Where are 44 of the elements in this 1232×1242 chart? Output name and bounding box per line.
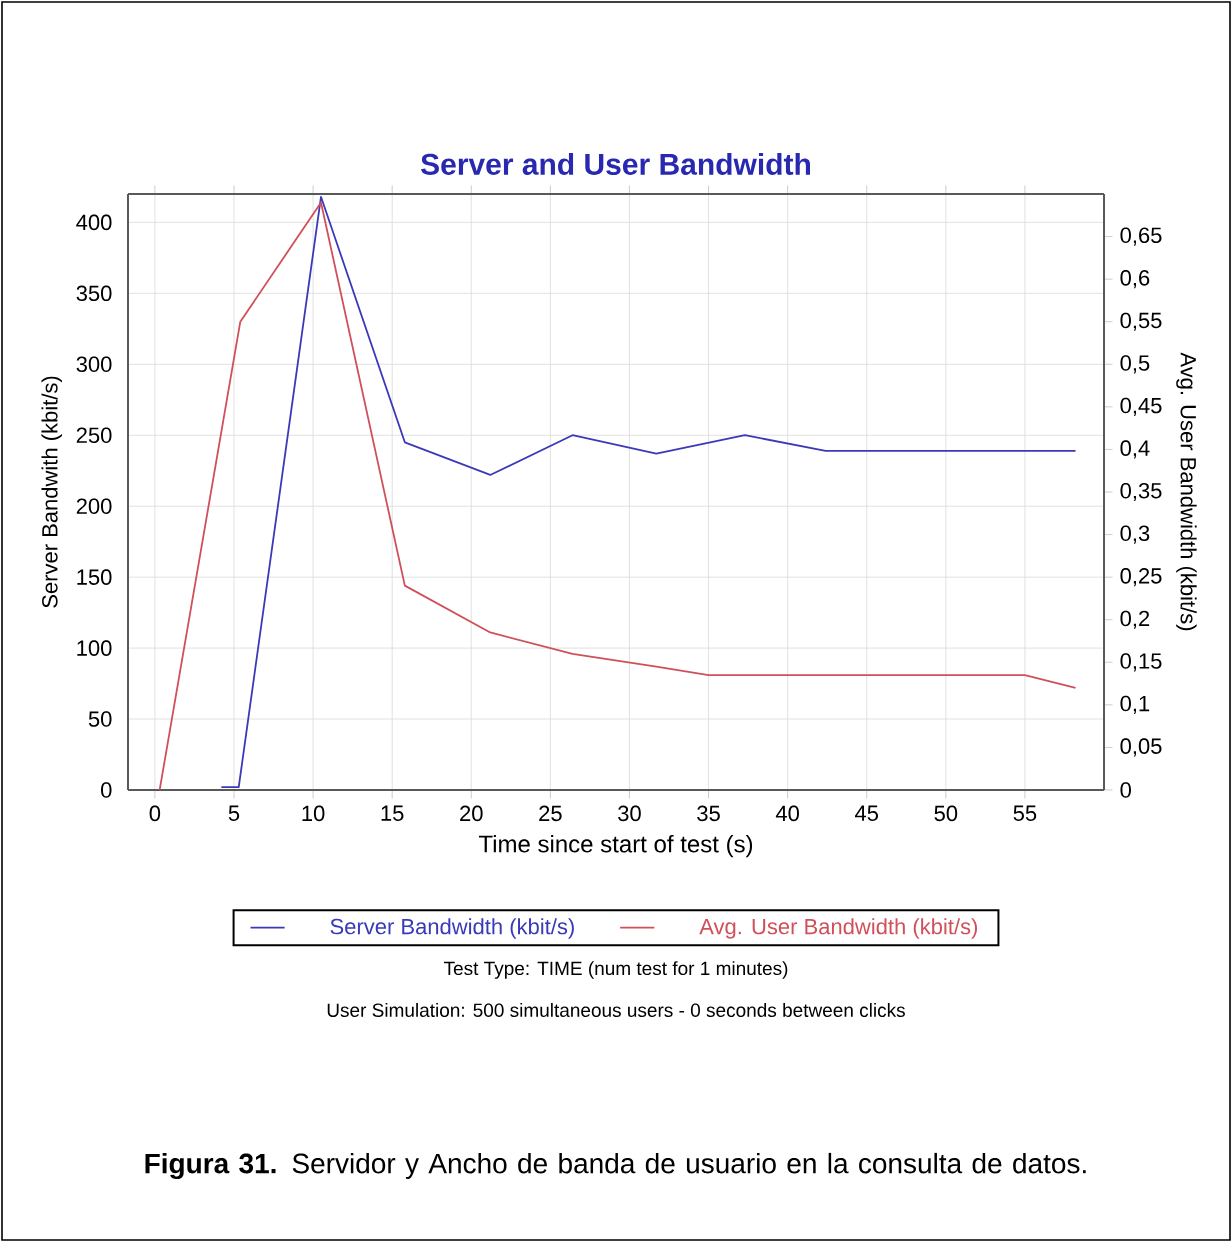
y2-tick-label: 0,35 [1120,482,1162,502]
text: Test Type: TIME (num test for 1 minutes) [443,961,788,979]
x-tick-label: 30 [618,805,641,822]
y-axis-title: Server Bandwith (kbit/s) [41,376,62,608]
y2-tick-label: 0,1 [1120,695,1150,714]
y-tick-label: 50 [88,711,112,727]
y2-tick-label: 0,55 [1120,312,1162,331]
y2-tick-label: 0,5 [1120,355,1150,374]
y2-tick-label: 0,45 [1120,397,1162,416]
x-tick-label: 25 [539,805,562,822]
x-axis-title: Time since start of test (s) [478,834,753,858]
x-tick-label: 35 [697,805,720,822]
y2-tick-label: 0,6 [1120,270,1150,289]
y2-axis-title: Avg. User Bandwidth (kbit/s) [1176,352,1197,631]
x-tick-label: 5 [228,805,240,821]
y-tick-label: 0 [101,782,112,798]
y-tick-label: 300 [76,356,112,373]
y2-tick-label: 0,2 [1120,610,1150,629]
y-tick-label: 100 [77,640,112,656]
x-tick-label: 0 [149,805,161,822]
y-tick-label: 200 [76,498,112,514]
text: User Simulation: 500 simultaneous users - 0 seconds between clicks [327,1003,905,1017]
legend-label: Server Bandwidth (kbit/s) [330,918,574,939]
x-tick-label: 45 [855,805,879,821]
y2-tick-label: 0,65 [1120,227,1162,246]
x-tick-label: 50 [934,805,958,822]
x-tick-label: 20 [460,805,483,822]
y2-tick-label: 0 [1120,782,1131,798]
x-tick-label: 10 [302,805,325,822]
y2-tick-label: 0,15 [1120,653,1162,672]
y2-tick-label: 0,3 [1120,525,1150,544]
y2-tick-label: 0,4 [1120,440,1150,459]
y2-tick-label: 0,25 [1120,568,1162,587]
x-tick-label: 15 [381,805,404,821]
y-tick-label: 250 [76,427,112,444]
y2-tick-label: 0,05 [1120,738,1162,757]
x-tick-label: 40 [775,805,799,822]
text: Figura 31. Servidor y Ancho de banda de usuario en la consulta de datos. [145,1152,1086,1180]
chart-title: Server and User Bandwidth [421,152,810,175]
x-tick-label: 55 [1013,805,1037,821]
y-tick-label: 350 [76,285,112,302]
legend-label: Avg. User Bandwidth (kbit/s) [699,918,978,939]
y-tick-label: 400 [76,214,112,231]
y-tick-label: 150 [77,569,112,585]
